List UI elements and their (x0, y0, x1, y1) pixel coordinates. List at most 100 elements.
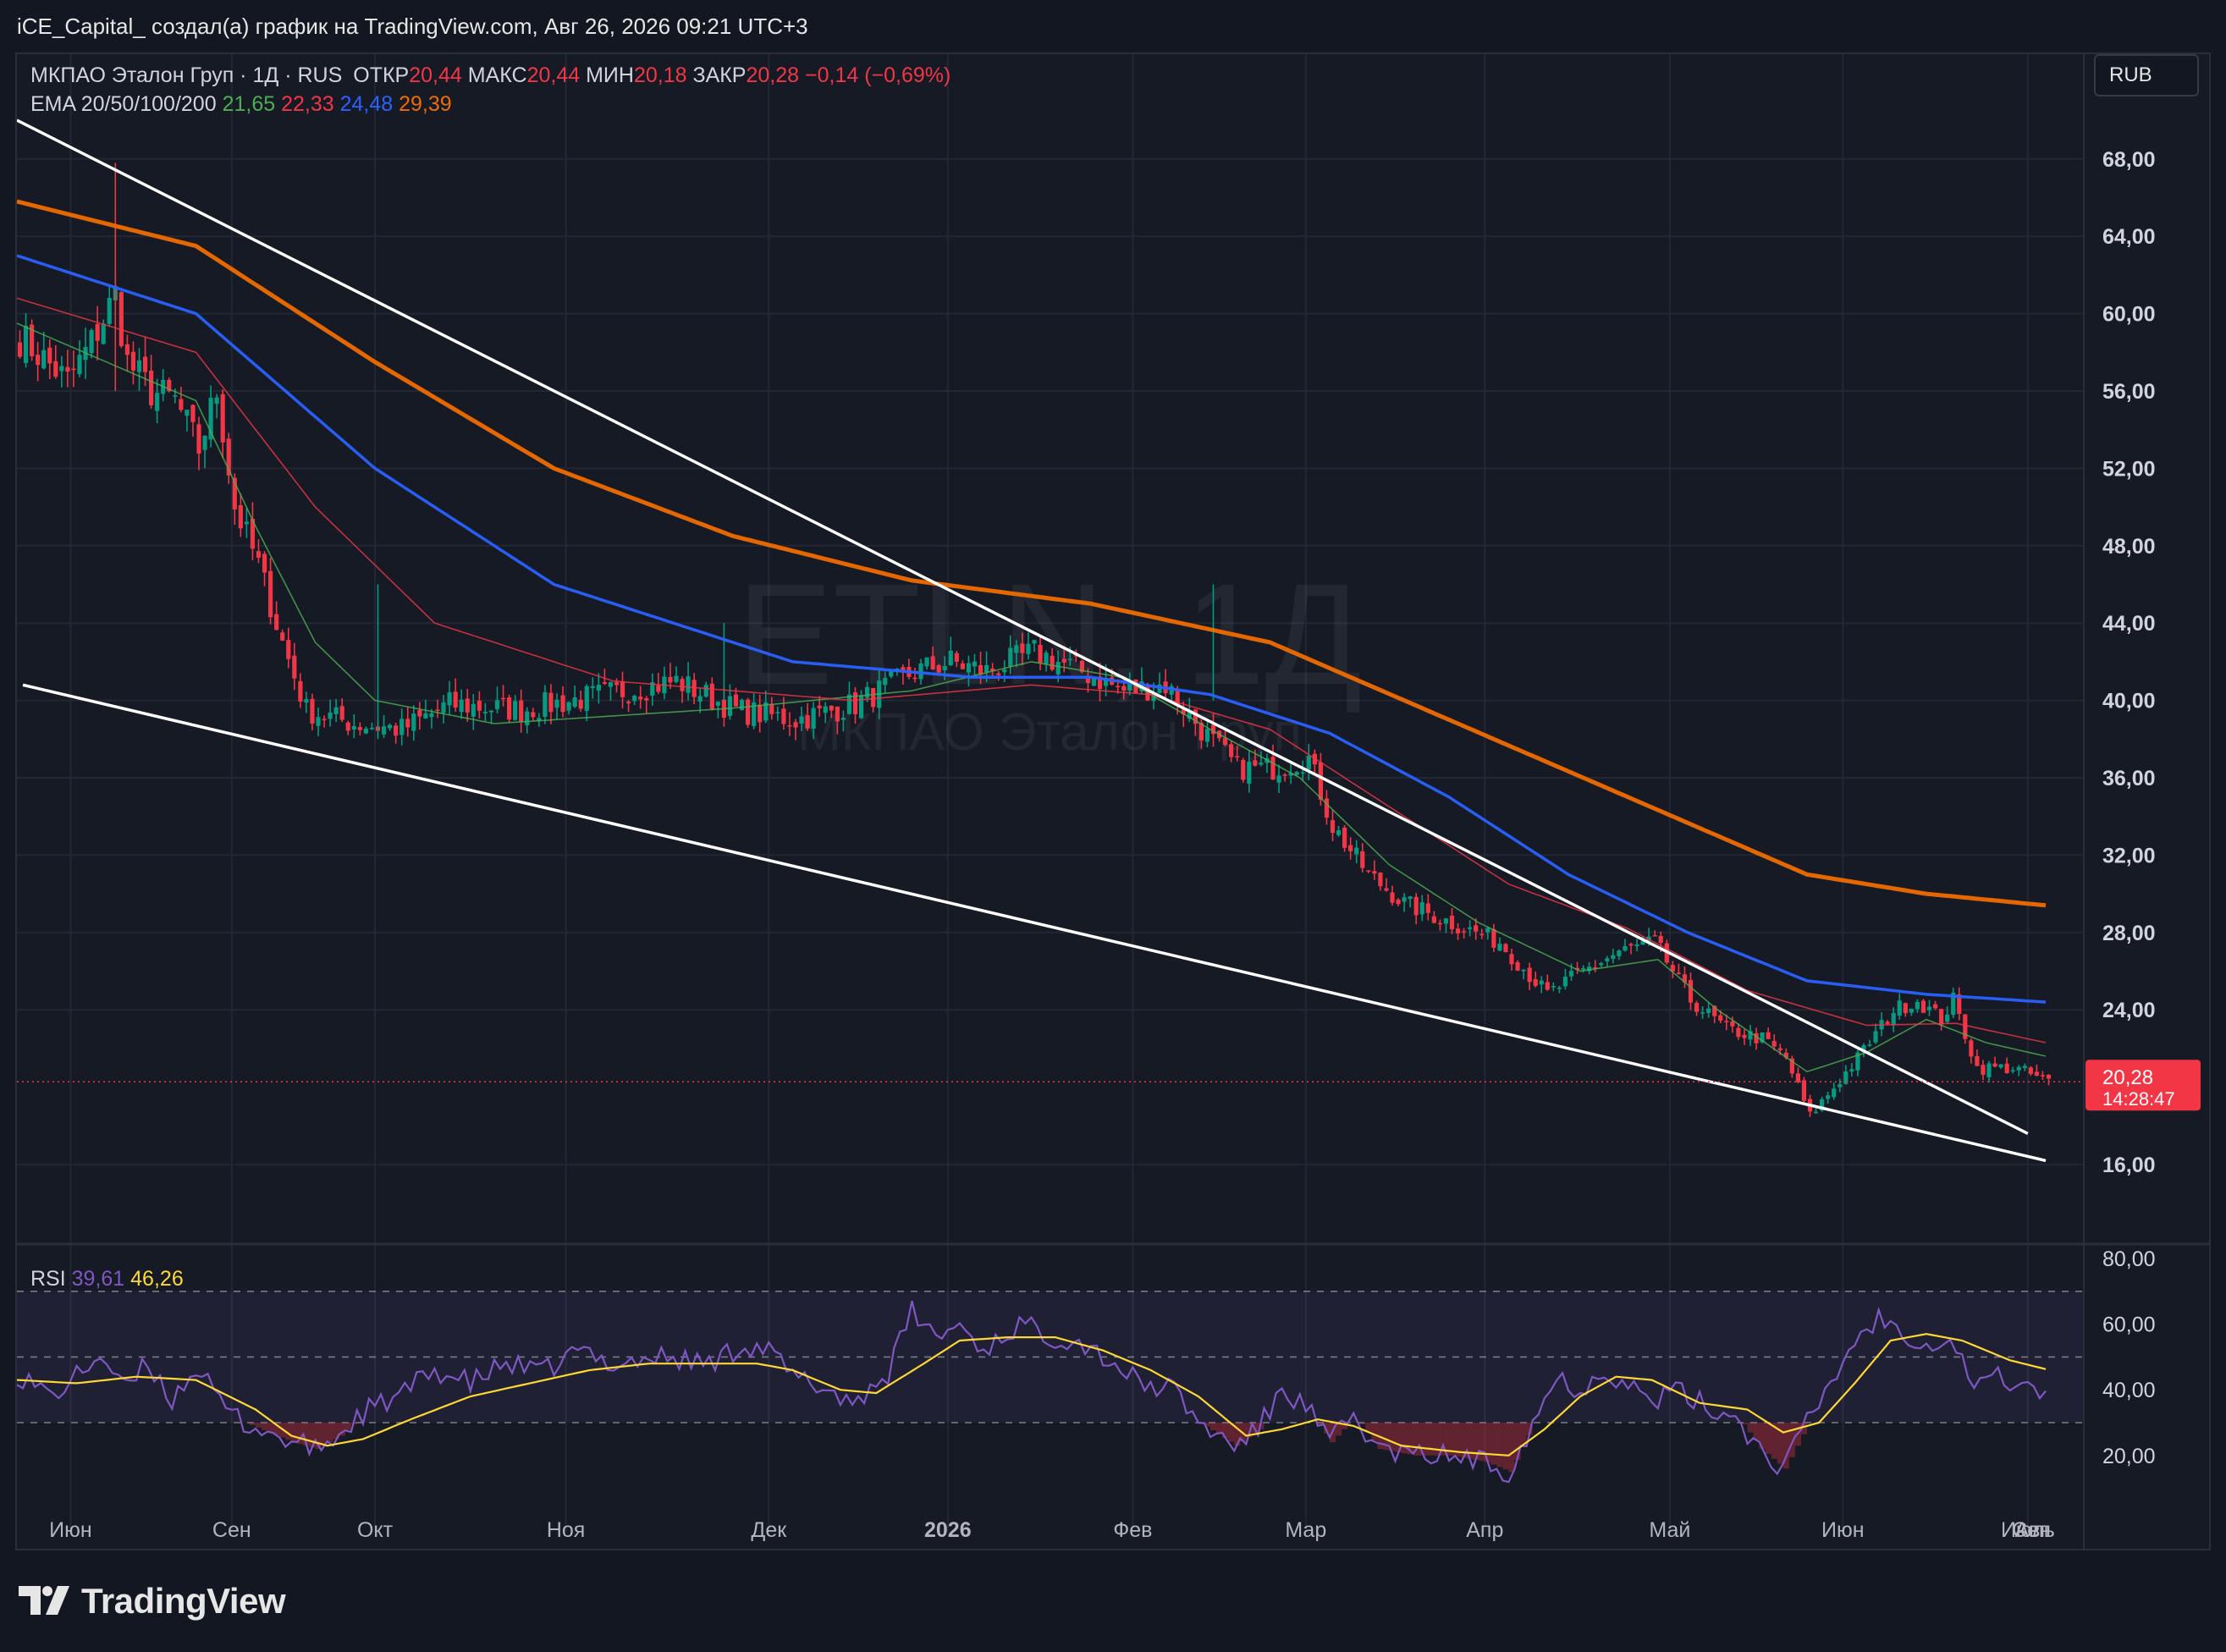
candle-body (328, 712, 333, 719)
candle-body (1384, 888, 1389, 891)
candle-body (1527, 967, 1532, 983)
chart-panel[interactable] (15, 52, 2211, 1550)
candle-body (1366, 870, 1371, 872)
candle-body (674, 675, 679, 682)
ema-line-50 (17, 297, 2047, 1044)
candle-body (250, 518, 256, 549)
candle-body (1121, 686, 1127, 691)
price-tick-label: 52,00 (2102, 457, 2156, 481)
candle-body (775, 712, 780, 713)
candle-body (1479, 933, 1485, 936)
candle-body (1468, 927, 1473, 929)
candle-body (1813, 1111, 1819, 1114)
x-tick-label: Дек (751, 1518, 787, 1542)
candle-body (23, 325, 29, 363)
price-pane (17, 118, 2052, 1163)
candle-body (948, 650, 953, 666)
candle-body (936, 665, 941, 673)
candle-body (1730, 1021, 1735, 1027)
candle-body (1820, 1099, 1825, 1111)
x-tick-label: Июн (49, 1518, 92, 1542)
candle-body (369, 727, 375, 730)
x-tick-label: Мар (1285, 1518, 1326, 1542)
x-tick-label: Июн (1821, 1518, 1865, 1542)
candle-body (256, 551, 262, 559)
candle-body (1694, 1003, 1700, 1012)
candle-body (1760, 1032, 1765, 1043)
candle-body (17, 342, 23, 357)
candle-body (733, 694, 739, 707)
candle-body (1634, 944, 1639, 946)
candle-body (656, 685, 661, 692)
candle-body (167, 379, 172, 392)
candle-body (423, 713, 428, 719)
candle-body (1300, 772, 1305, 774)
rsi-tick-label: 20,00 (2102, 1445, 2156, 1468)
candle-body (1294, 772, 1299, 775)
candle-body (1187, 710, 1192, 719)
candle-body (626, 702, 631, 704)
currency-button[interactable]: RUB (2094, 54, 2199, 96)
candle-body (417, 709, 422, 717)
candle-body (1712, 1005, 1717, 1016)
candle-body (584, 686, 589, 711)
candle-body (811, 708, 816, 730)
candle-body (1963, 1014, 1968, 1039)
candle-body (1903, 1003, 1908, 1014)
rsi-label: RSI (30, 1267, 66, 1291)
candle-body (638, 697, 643, 700)
x-tick-label: Авг (2014, 1518, 2047, 1542)
title-bar: iCE_Capital_ создал(а) график на Trading… (0, 0, 2226, 52)
candle-body (1969, 1040, 1974, 1057)
candle-body (858, 696, 864, 719)
price-legend: МКПАО Эталон Груп · 1Д · RUS ОТКР20,44 М… (30, 61, 950, 118)
candle-body (709, 683, 714, 709)
candle-body (942, 665, 947, 671)
tradingview-logo-icon (19, 1586, 69, 1615)
candle-body (1832, 1088, 1837, 1098)
tradingview-logo[interactable]: TradingView (19, 1581, 286, 1622)
candle-body (262, 553, 267, 573)
candle-body (1014, 645, 1019, 653)
candle-body (650, 682, 655, 696)
ema-label: EMA 20/50/100/200 (30, 92, 217, 116)
candle-body (459, 699, 464, 713)
candle-body (220, 394, 225, 443)
candle-body (1843, 1071, 1849, 1084)
candle-body (1682, 974, 1688, 983)
candle-body (1611, 955, 1616, 959)
high-label: МАКС (467, 63, 527, 87)
candle-body (769, 704, 774, 714)
candle-body (47, 347, 52, 364)
candle-body (1157, 684, 1162, 693)
candle-body (1204, 729, 1210, 742)
candle-body (1939, 1009, 1944, 1025)
candle-body (488, 710, 494, 713)
candle-body (1826, 1095, 1831, 1099)
x-tick-label: Апр (1466, 1518, 1503, 1542)
chart-caption: iCE_Capital_ создал(а) график на Trading… (17, 14, 808, 39)
candle-body (1920, 1000, 1926, 1013)
candle-body (429, 713, 434, 718)
candle-body (41, 350, 47, 369)
candle-body (339, 706, 344, 720)
ema200-value: 29,39 (399, 92, 452, 116)
candle-body (686, 676, 691, 693)
candle-body (1503, 944, 1508, 952)
rsi-ma-line (17, 1333, 2047, 1457)
candle-body (1975, 1055, 1980, 1066)
candle-body (548, 692, 554, 713)
rsi-value: 39,61 (71, 1267, 125, 1291)
candle-body (477, 700, 482, 711)
price-tick-label: 48,00 (2102, 535, 2156, 559)
ohlc-legend: МКПАО Эталон Груп · 1Д · RUS ОТКР20,44 М… (30, 61, 950, 90)
candle-body (304, 699, 309, 703)
watermark-ticker: ETLN, 1Д (737, 554, 1363, 715)
candle-body (1390, 892, 1395, 903)
candle-body (1073, 654, 1078, 657)
candle-body (554, 699, 559, 708)
candle-body (1270, 757, 1276, 780)
candle-body (1838, 1084, 1843, 1088)
candle-body (1867, 1044, 1872, 1046)
